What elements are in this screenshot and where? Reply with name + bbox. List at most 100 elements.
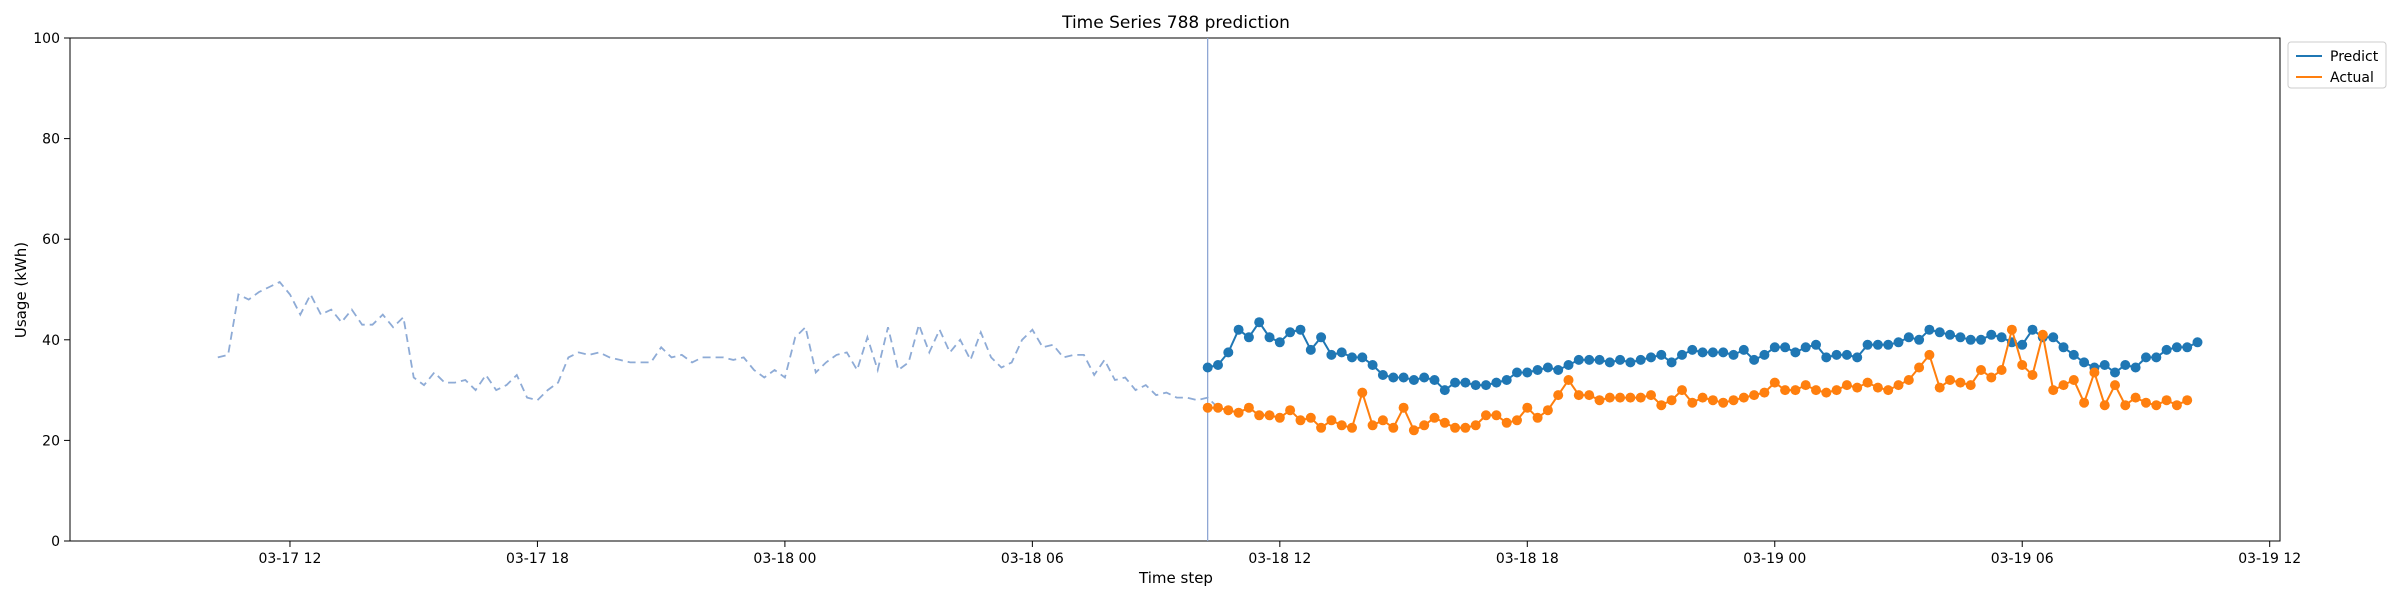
predict-point: [1986, 329, 1997, 340]
actual-point: [1677, 385, 1687, 396]
predict-point: [1584, 354, 1595, 365]
actual-point: [1790, 385, 1801, 396]
actual-point: [1563, 375, 1574, 385]
predict-point: [1470, 380, 1481, 391]
actual-point: [2161, 395, 2172, 406]
legend: Predict Actual: [2287, 41, 2387, 89]
predict-point: [1821, 352, 1832, 363]
predict-point: [2079, 357, 2090, 368]
actual-point: [1769, 377, 1780, 388]
actual-point: [1553, 390, 1564, 401]
actual-point: [1377, 415, 1388, 426]
predict-point: [1903, 332, 1914, 343]
predict-point: [1295, 324, 1306, 335]
predict-point: [1285, 327, 1296, 338]
predict-point: [2027, 324, 2038, 335]
predict-point: [1491, 377, 1502, 388]
predict-point: [1615, 354, 1626, 365]
predict-point: [1697, 347, 1708, 358]
legend-label-predict: Predict: [2330, 49, 2379, 65]
actual-point: [1862, 377, 1873, 388]
predict-point: [1336, 347, 1347, 358]
predict-point: [2171, 342, 2182, 353]
actual-point: [1666, 395, 1677, 406]
predict-point: [1398, 372, 1409, 383]
x-tick-label: 03-19 06: [1991, 551, 2054, 567]
x-tick-label: 03-18 12: [1248, 551, 1311, 567]
actual-point: [2037, 329, 2048, 340]
actual-point: [2182, 395, 2193, 406]
predict-point: [1439, 385, 1450, 396]
predict-point: [1841, 349, 1852, 360]
actual-point: [1687, 397, 1698, 408]
actual-point: [2130, 392, 2141, 403]
predict-point: [1759, 349, 1770, 360]
x-tick-label: 03-18 06: [1001, 551, 1064, 567]
legend-label-actual: Actual: [2330, 70, 2374, 86]
actual-point: [1305, 412, 1316, 423]
predict-point: [1367, 360, 1378, 370]
x-tick-label: 03-18 18: [1496, 551, 1559, 567]
predict-point: [2017, 339, 2028, 350]
actual-point: [2171, 400, 2182, 411]
predict-point: [1233, 324, 1244, 335]
actual-point: [1243, 402, 1254, 413]
predict-point: [1769, 342, 1780, 353]
actual-point: [1542, 405, 1553, 416]
predict-point: [1254, 317, 1265, 328]
predict-point: [2130, 362, 2141, 373]
predict-point: [1573, 354, 1584, 365]
actual-point: [2110, 380, 2120, 391]
y-tick-label: 60: [42, 232, 60, 248]
predict-point: [1718, 347, 1729, 358]
predict-point: [1305, 344, 1316, 355]
actual-point: [2027, 370, 2038, 380]
predict-point: [2182, 342, 2193, 353]
actual-point: [1883, 385, 1894, 396]
actual-point: [1965, 380, 1976, 391]
actual-point: [1223, 405, 1234, 416]
actual-point: [1274, 412, 1285, 423]
predict-point: [1955, 332, 1966, 343]
actual-point: [1213, 402, 1223, 413]
predict-point: [1481, 380, 1491, 391]
predict-point: [1862, 339, 1873, 350]
actual-point: [2048, 385, 2059, 396]
y-tick-label: 40: [42, 333, 60, 349]
actual-point: [1986, 372, 1997, 383]
actual-point: [1811, 385, 1821, 396]
actual-point: [1398, 402, 1409, 413]
actual-point: [2017, 360, 2028, 370]
actual-point: [1357, 387, 1368, 398]
x-tick-label: 03-19 00: [1743, 551, 1806, 567]
actual-point: [1656, 400, 1667, 411]
predict-point: [1811, 339, 1821, 350]
actual-point: [1831, 385, 1842, 396]
actual-point: [1800, 380, 1811, 391]
predict-point: [1924, 324, 1935, 335]
actual-point: [1594, 395, 1605, 406]
predict-point: [2110, 367, 2120, 378]
actual-point: [1924, 349, 1935, 360]
actual-point: [1584, 390, 1595, 401]
actual-point: [1635, 392, 1646, 403]
actual-point: [1254, 410, 1265, 421]
x-axis-label: Time step: [1138, 569, 1213, 587]
x-tick-label: 03-19 12: [2238, 551, 2301, 567]
actual-point: [1316, 422, 1327, 433]
chart-title: Time Series 788 prediction: [1061, 13, 1290, 33]
x-tick-label: 03-17 18: [506, 551, 569, 567]
actual-point: [1615, 392, 1626, 403]
predict-point: [1213, 360, 1223, 370]
actual-point: [2006, 324, 2017, 335]
actual-point: [1388, 422, 1399, 433]
predict-point: [1934, 327, 1945, 338]
actual-point: [1532, 412, 1543, 423]
actual-point: [1914, 362, 1925, 373]
predict-point: [1996, 332, 2007, 343]
predict-point: [1542, 362, 1553, 373]
actual-point: [1697, 392, 1708, 403]
predict-point: [2068, 349, 2079, 360]
actual-point: [1872, 382, 1883, 393]
